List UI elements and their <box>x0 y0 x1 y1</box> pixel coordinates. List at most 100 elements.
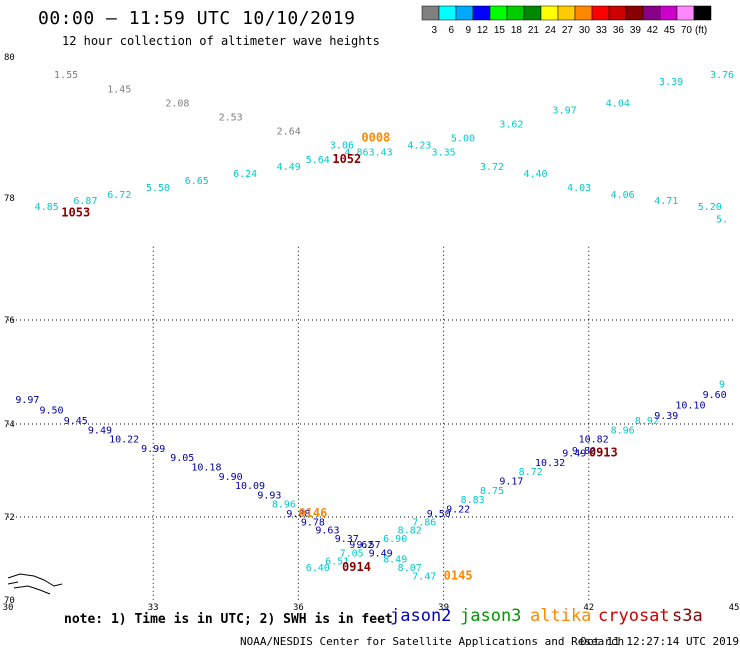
colorbar-label: 12 <box>477 25 489 36</box>
colorbar-label: 33 <box>596 25 608 36</box>
wave-height-value: 9.93 <box>257 490 281 501</box>
wave-height-value: 3.72 <box>480 162 504 173</box>
footnote: note: 1) Time is in UTC; 2) SWH is in fe… <box>64 612 393 627</box>
wave-height-value: 7.47 <box>412 571 436 582</box>
wave-height-value: 8.82 <box>398 526 422 537</box>
colorbar-label: 21 <box>528 25 540 36</box>
credit-line: NOAA/NESDIS Center for Satellite Applica… <box>240 635 625 648</box>
satellite-legend-cryosat: cryosat <box>598 606 670 626</box>
latitude-label: 80 <box>4 53 15 63</box>
wave-height-value: 5.00 <box>451 134 475 145</box>
wave-height-value: 3.06 <box>330 141 354 152</box>
wave-height-value: 4.03 <box>567 183 591 194</box>
colorbar-label: 27 <box>562 25 574 36</box>
wave-height-value: 4.23 <box>407 141 431 152</box>
latitude-label: 74 <box>4 420 15 430</box>
wave-height-value: 3.43 <box>369 148 393 159</box>
wave-height-value: 4.04 <box>606 98 630 109</box>
satellite-legend-altika: altika <box>530 606 592 626</box>
wave-height-value: 9.63 <box>315 526 339 537</box>
wave-height-value: 3.76 <box>710 70 734 81</box>
colorbar-label: 24 <box>545 25 557 36</box>
wave-height-value: 4.85 <box>35 202 59 213</box>
wave-height-value: 8.92 <box>635 416 659 427</box>
color-scale-legend: 3 6 9 12 15 18 21 24 27 30 33 36 39 42 45 70 (ft) <box>421 5 712 36</box>
pass-time-label: 0145 <box>444 568 473 582</box>
wave-height-value: 6.65 <box>185 176 209 187</box>
wave-height-value: 2.08 <box>165 98 189 109</box>
longitude-label: 33 <box>148 603 159 613</box>
wave-height-value: 10.22 <box>109 435 139 446</box>
coastline <box>7 573 63 595</box>
wave-height-value: 8.72 <box>519 467 543 478</box>
wave-height-value: 8.96 <box>272 500 296 511</box>
wave-height-value: 6.51 <box>325 557 349 568</box>
wave-height-value: 5. <box>716 214 728 225</box>
wave-height-value: 10.32 <box>535 458 565 469</box>
coastline-outline <box>7 573 63 595</box>
pass-time-label: 1053 <box>61 205 90 219</box>
colorbar-label: 45 <box>664 25 676 36</box>
colorbar-label: 15 <box>494 25 506 36</box>
wave-height-value: 9.45 <box>64 416 88 427</box>
wave-height-value: 9.60 <box>703 390 727 401</box>
colorbar-label: 30 <box>579 25 591 36</box>
pass-time-label: 1052 <box>332 152 361 166</box>
wave-height-value: 9.39 <box>654 411 678 422</box>
wave-height-readings: 1.55 1.45 2.08 2.53 2.64 3.064.86 3.43 4.23 5.64… <box>15 70 734 582</box>
wave-height-value: 9.49 <box>369 548 393 559</box>
wave-height-value: 9.17 <box>499 476 523 487</box>
longitude-label: 42 <box>583 603 594 613</box>
wave-height-value: 9.49 <box>88 425 112 436</box>
wave-height-value: 8.49 <box>383 555 407 566</box>
wave-height-value: 3.62 <box>499 120 523 131</box>
wave-height-value: 9.99 <box>141 444 165 455</box>
pass-time-label: 0914 <box>342 560 371 574</box>
map-subtitle: 12 hour collection of altimeter wave hei… <box>62 34 380 48</box>
wave-height-value: 10.18 <box>191 463 221 474</box>
longitude-label: 30 <box>3 603 14 613</box>
wave-height-value: 5.50 <box>146 183 170 194</box>
colorbar-label: 3 <box>431 25 437 36</box>
longitude-label: 36 <box>293 603 304 613</box>
wave-height-value: 3.35 <box>432 148 456 159</box>
wave-height-value: 7.86 <box>412 517 436 528</box>
wave-height-value: 7.05 <box>340 548 364 559</box>
wave-height-value: 1.45 <box>107 84 131 95</box>
colorbar-label: 36 <box>613 25 625 36</box>
wave-height-value: 3.39 <box>659 77 683 88</box>
wave-height-value: 9.78 <box>301 517 325 528</box>
wave-height-value: 9.62 <box>349 540 373 551</box>
wave-height-value: 2.53 <box>219 112 243 123</box>
colorbar-label: 70 <box>681 25 693 36</box>
longitude-label: 45 <box>729 603 740 613</box>
wave-height-value: 4.40 <box>524 169 548 180</box>
latitude-label: 70 <box>4 596 15 606</box>
wave-height-value: 6.87 <box>73 196 97 207</box>
wave-height-value: 9.50 <box>427 509 451 520</box>
wave-height-value: 9 <box>719 380 725 391</box>
latitude-label: 72 <box>4 513 15 523</box>
wave-height-value: 6.90 <box>383 534 407 545</box>
wave-height-value: 2.64 <box>277 127 301 138</box>
colorbar-label: 18 <box>511 25 523 36</box>
wave-height-value: 9.90 <box>219 472 243 483</box>
wave-height-value: 4.49 <box>277 162 301 173</box>
satellite-legend-s3a: s3a <box>672 606 703 626</box>
wave-height-value: 9.50 <box>40 406 64 417</box>
wave-height-value: 4.06 <box>611 190 635 201</box>
lat-lon-grid <box>8 246 734 602</box>
colorbar-label: 39 <box>630 25 642 36</box>
wave-height-value: 8.83 <box>461 495 485 506</box>
satellite-legend-jason2: jason2 <box>390 606 452 626</box>
wave-height-value: 10.82 <box>579 435 609 446</box>
pass-time-label: 0008 <box>361 131 390 145</box>
wave-height-value: 9.88 <box>286 509 310 520</box>
longitude-label: 39 <box>438 603 449 613</box>
satellite-legend-jason3: jason3 <box>460 606 522 626</box>
wave-height-value: 9.57 <box>357 540 381 551</box>
wave-height-value: 5.20 <box>698 202 722 213</box>
